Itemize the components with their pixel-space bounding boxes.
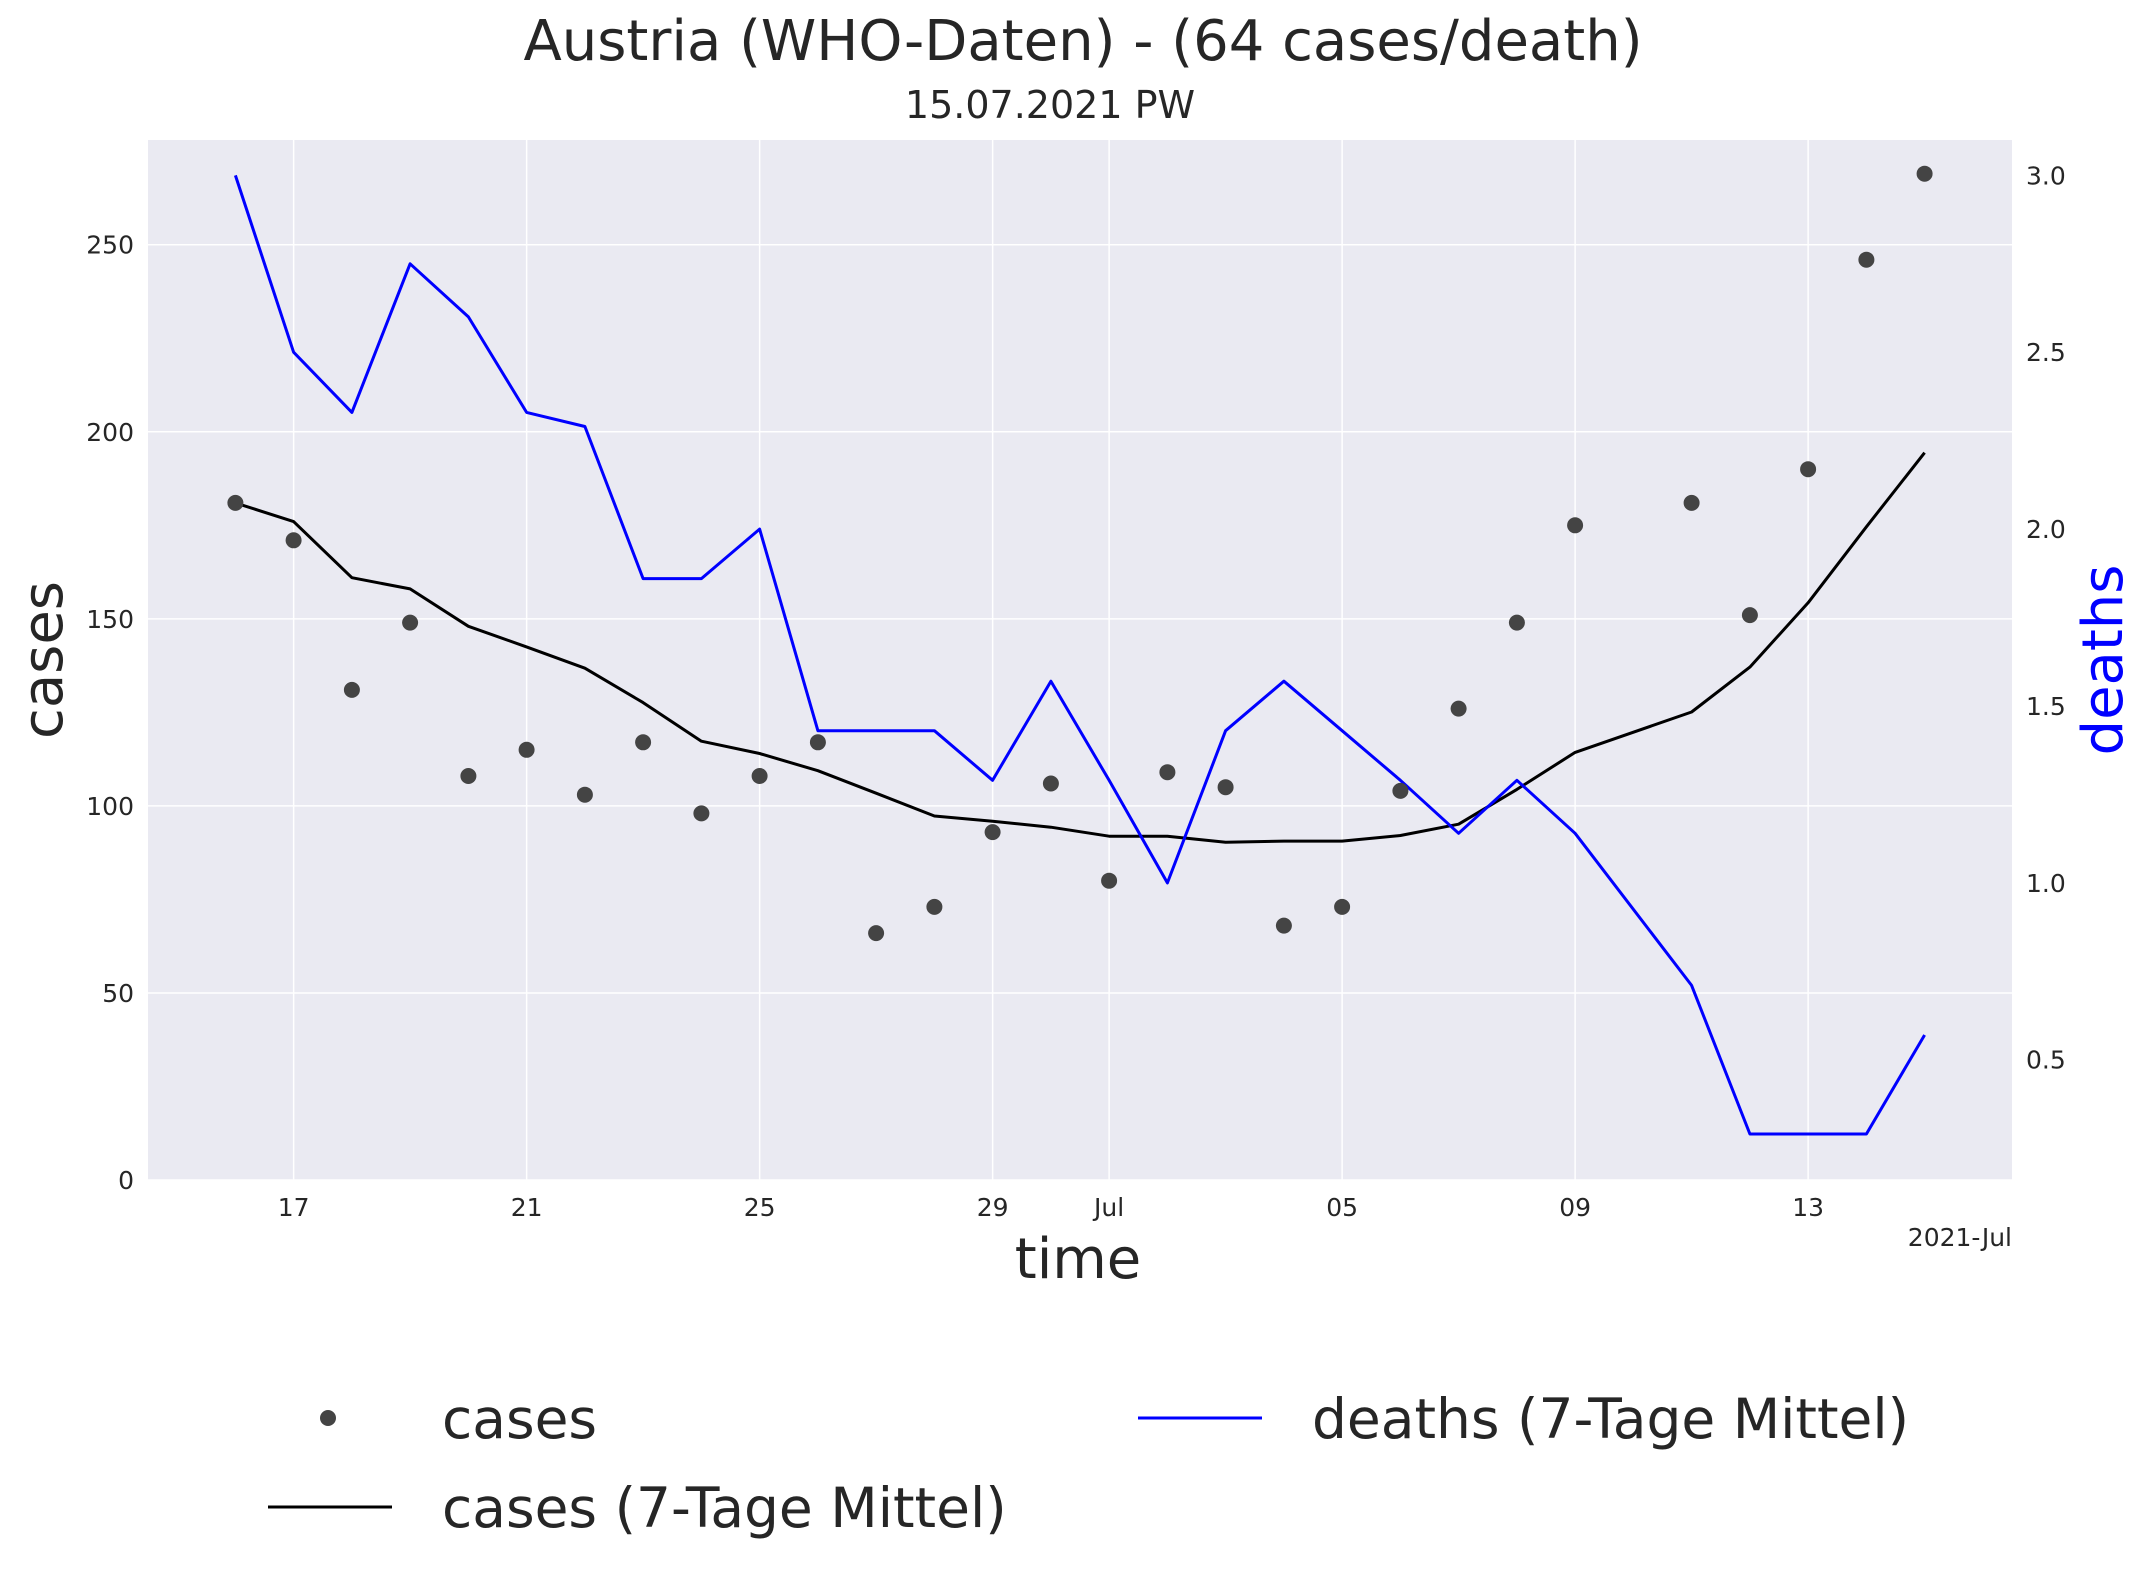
cases-point — [1450, 700, 1467, 717]
cases-point — [984, 824, 1001, 841]
cases-point — [1217, 779, 1234, 796]
y2-tick-label: 0.5 — [2026, 1046, 2066, 1075]
cases-point — [343, 681, 360, 698]
legend-cases-avg-label: cases (7-Tage Mittel) — [442, 1476, 1007, 1540]
x-offset-label: 2021-Jul — [1908, 1223, 2012, 1252]
y-tick-label: 250 — [86, 231, 134, 260]
x-tick-label: 29 — [977, 1193, 1009, 1222]
deaths-7day-avg-line — [233, 174, 1926, 1136]
cases-point — [1683, 494, 1700, 511]
cases-point — [809, 734, 826, 751]
y2-axis-label: deaths — [2071, 565, 2136, 756]
cases-point — [751, 768, 768, 784]
cases-point — [1858, 251, 1875, 268]
plot-area — [148, 140, 2012, 1180]
legend: cases cases (7-Tage Mittel) deaths (7-Ta… — [268, 1387, 1909, 1540]
chart-title: Austria (WHO-Daten) - (64 cases/death) — [523, 9, 1642, 74]
legend-cases-marker — [320, 1410, 336, 1426]
y-tick-label: 100 — [86, 792, 134, 821]
y-tick-label: 50 — [102, 979, 134, 1008]
cases-point — [1567, 517, 1584, 534]
cases-point — [1334, 898, 1351, 915]
cases-point — [576, 786, 593, 803]
cases-point — [1508, 614, 1525, 631]
y2-tick-label: 1.5 — [2026, 692, 2066, 721]
cases-point — [1392, 782, 1409, 799]
cases-point — [693, 805, 710, 822]
legend-deaths-avg-label: deaths (7-Tage Mittel) — [1312, 1387, 1909, 1451]
x-axis-label: time — [1015, 1227, 1142, 1292]
y-tick-label: 200 — [86, 418, 134, 447]
x-tick-label: 25 — [744, 1193, 776, 1222]
x-tick-label: Jul — [1092, 1193, 1124, 1222]
y2-tick-label: 1.0 — [2026, 869, 2066, 898]
cases-point — [926, 898, 943, 915]
cases-point — [1800, 461, 1817, 478]
cases-point — [1275, 917, 1292, 934]
cases-point — [460, 768, 477, 784]
grid — [148, 140, 2012, 1181]
cases-point — [635, 734, 652, 751]
series-layer — [227, 165, 1933, 1136]
cases-point — [227, 494, 244, 511]
ticks-layer: 0 50 100 150 200 250 17 21 25 29 Jul 05 09 13 0.5 1.0 1.… — [86, 161, 2065, 1222]
y-tick-label: 0 — [118, 1166, 134, 1195]
cases-point — [1159, 764, 1176, 781]
legend-cases-label: cases — [442, 1387, 597, 1451]
cases-point — [285, 532, 302, 549]
cases-point — [402, 614, 419, 631]
cases-point — [1741, 607, 1758, 624]
x-tick-label: 09 — [1559, 1193, 1591, 1222]
x-tick-label: 21 — [511, 1193, 543, 1222]
chart-subtitle: 15.07.2021 PW — [905, 83, 1195, 127]
y-axis-label: cases — [11, 581, 76, 739]
cases-point — [518, 741, 535, 758]
y2-tick-label: 3.0 — [2026, 161, 2066, 190]
y2-tick-label: 2.0 — [2026, 515, 2066, 544]
y2-tick-label: 2.5 — [2026, 338, 2066, 367]
x-tick-label: 13 — [1792, 1193, 1824, 1222]
cases-point — [1101, 872, 1118, 889]
cases-point — [1042, 775, 1059, 792]
x-tick-label: 05 — [1326, 1193, 1358, 1222]
y-tick-label: 150 — [86, 605, 134, 634]
cases-7day-avg-line — [234, 451, 1926, 844]
x-tick-label: 17 — [278, 1193, 310, 1222]
cases-point — [1916, 165, 1933, 182]
cases-point — [868, 925, 885, 942]
